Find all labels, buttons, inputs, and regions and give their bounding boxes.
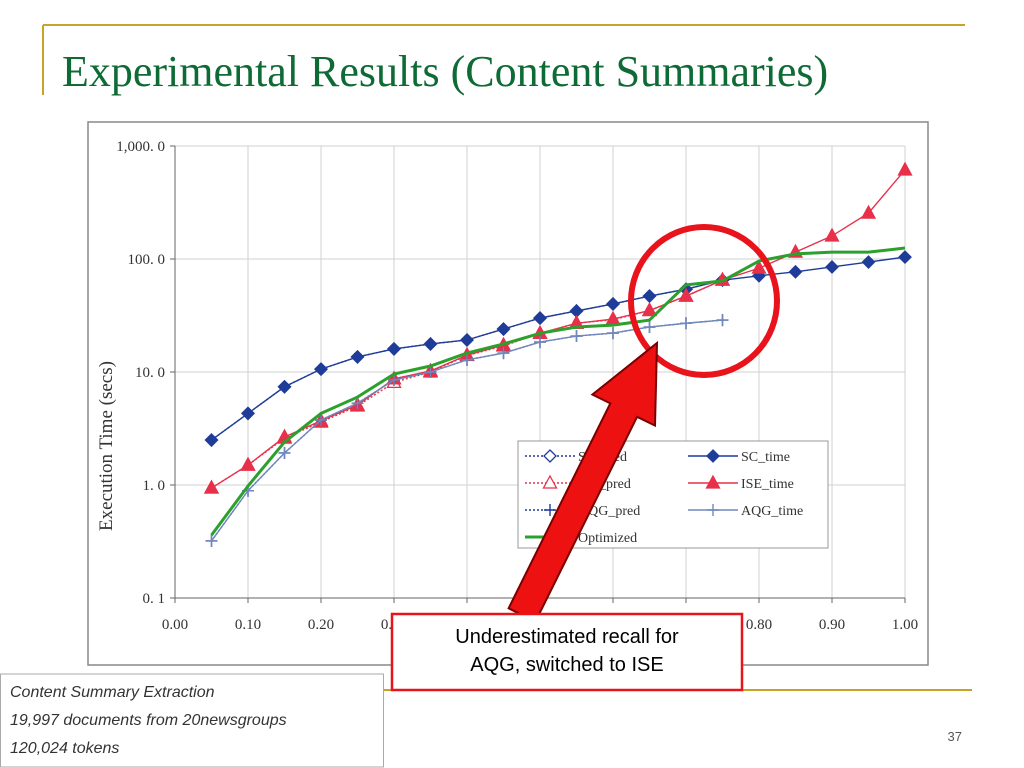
marker: [460, 333, 474, 347]
marker: [351, 397, 364, 410]
y-tick-label: 100. 0: [128, 252, 166, 268]
x-tick-label: 0.90: [819, 617, 845, 633]
marker: [350, 349, 365, 364]
legend-label: SC_time: [741, 450, 790, 465]
marker: [707, 504, 719, 516]
marker: [315, 414, 327, 427]
marker: [205, 534, 218, 547]
marker: [678, 287, 694, 302]
x-tick-label: 0.00: [162, 617, 188, 633]
marker: [860, 204, 877, 219]
callout-line: AQG, switched to ISE: [470, 654, 663, 676]
legend-label: Optimized: [578, 531, 637, 546]
x-tick-label: 0.10: [235, 617, 261, 633]
marker: [706, 449, 720, 463]
slide-title: Experimental Results (Content Summaries): [62, 47, 828, 96]
marker: [314, 362, 328, 377]
marker: [897, 161, 913, 176]
marker: [898, 250, 912, 264]
callout-line: Underestimated recall for: [455, 626, 679, 648]
marker: [533, 311, 547, 326]
marker: [423, 337, 438, 351]
marker: [240, 456, 256, 471]
marker: [825, 260, 839, 274]
y-axis-label: Execution Time (secs): [96, 361, 117, 531]
marker: [496, 322, 511, 336]
marker: [277, 379, 292, 394]
marker: [570, 330, 583, 343]
highlight-circle: [628, 224, 780, 378]
legend-items: SC_predSC_timeISE_predISE_timeAQG_predAQ…: [525, 449, 803, 546]
legend-label: AQG_pred: [578, 504, 640, 519]
marker: [543, 449, 557, 463]
series-line: [210, 246, 906, 537]
marker: [387, 342, 401, 356]
chart-frame: [87, 121, 929, 666]
callout-box: [390, 612, 744, 692]
footnote-line: 19,997 documents from 20newsgroups: [10, 712, 287, 729]
marker: [497, 347, 510, 360]
marker: [607, 327, 619, 340]
legend-label: AQG_time: [741, 504, 803, 519]
footnote-box: [0, 673, 384, 768]
marker: [642, 289, 657, 303]
marker: [544, 504, 556, 516]
x-tick-label: 0.80: [746, 617, 772, 633]
marker: [461, 353, 473, 366]
footnote-line: Content Summary Extraction: [10, 684, 215, 701]
marker: [680, 317, 692, 330]
x-tick-label: 0.20: [308, 617, 334, 633]
marker: [388, 373, 400, 386]
marker: [824, 227, 840, 242]
marker: [751, 259, 767, 274]
marker: [788, 264, 803, 279]
marker: [203, 479, 220, 494]
marker: [241, 406, 255, 421]
y-tick-label: 0. 1: [143, 591, 166, 607]
marker: [861, 255, 876, 269]
page-number: 37: [948, 729, 962, 744]
marker: [542, 474, 558, 489]
marker: [278, 446, 291, 459]
y-tick-label: 1,000. 0: [116, 139, 165, 155]
marker: [606, 297, 620, 311]
marker: [643, 321, 656, 334]
marker: [424, 366, 437, 378]
marker: [705, 474, 721, 489]
marker: [641, 302, 658, 317]
x-tick-label: 1.00: [892, 617, 918, 633]
y-tick-label: 1. 0: [143, 478, 166, 494]
marker: [204, 433, 219, 447]
legend-label: ISE_time: [741, 477, 794, 492]
footnote-line: 120,024 tokens: [10, 740, 119, 757]
marker: [716, 314, 729, 327]
arrow: [507, 340, 659, 624]
marker: [534, 336, 546, 349]
y-tick-label: 10. 0: [135, 365, 165, 381]
